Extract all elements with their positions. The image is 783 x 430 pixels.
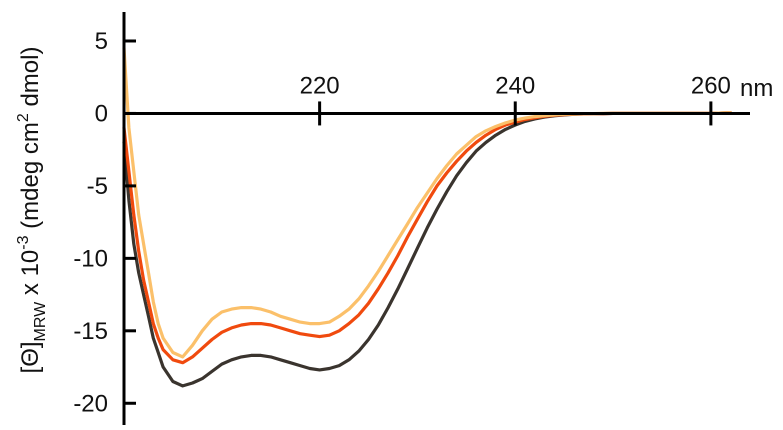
labels-layer: 220 240 260 5 0 -5 -10 -15 -20 bbox=[73, 28, 731, 417]
y-axis-title-subscript: MRW bbox=[32, 301, 49, 342]
y-tick-label--10: -10 bbox=[73, 245, 108, 272]
y-tick-label--20: -20 bbox=[73, 390, 108, 417]
y-axis-title-units-exponent: 2 bbox=[15, 113, 32, 122]
y-tick-label-0: 0 bbox=[95, 100, 108, 127]
series-layer bbox=[122, 46, 733, 388]
x-axis-title: nm bbox=[740, 75, 773, 102]
x-tick-label-220: 220 bbox=[300, 72, 340, 99]
y-tick-label-5: 5 bbox=[95, 28, 108, 55]
axes-layer bbox=[122, 12, 750, 425]
series-line-1 bbox=[122, 111, 733, 388]
y-tick-label--15: -15 bbox=[73, 318, 108, 345]
series-line-2 bbox=[122, 111, 733, 365]
x-tick-label-240: 240 bbox=[495, 72, 535, 99]
y-axis-title-exponent: -3 bbox=[15, 235, 32, 249]
x-tick-label-260: 260 bbox=[691, 72, 731, 99]
y-axis-title: [Θ]MRW x 10-3 (mdeg cm2 dmol) bbox=[15, 47, 49, 374]
y-tick-label--5: -5 bbox=[87, 173, 108, 200]
